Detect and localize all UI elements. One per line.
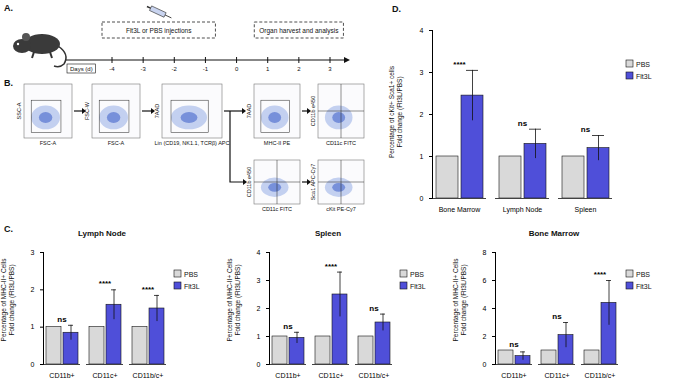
svg-text:cKit PE-Cy7: cKit PE-Cy7 <box>326 206 356 212</box>
svg-text:****: **** <box>142 285 155 294</box>
svg-text:3: 3 <box>328 66 332 72</box>
svg-text:3: 3 <box>31 249 35 256</box>
svg-text:FSC-W: FSC-W <box>84 102 90 120</box>
svg-text:PBS: PBS <box>636 271 650 278</box>
svg-text:CD11c FITC: CD11c FITC <box>326 140 356 146</box>
svg-text:****: **** <box>325 262 338 271</box>
svg-text:Organ harvest and analysis: Organ harvest and analysis <box>259 27 339 35</box>
svg-text:2: 2 <box>31 286 35 293</box>
svg-text:Sca1 APC-Cy7: Sca1 APC-Cy7 <box>310 163 316 201</box>
svg-text:4: 4 <box>257 249 261 256</box>
svg-text:1: 1 <box>257 333 261 340</box>
svg-text:CD11b e450: CD11b e450 <box>246 166 252 198</box>
svg-text:Lymph Node: Lymph Node <box>78 229 127 238</box>
svg-text:CD11c+: CD11c+ <box>319 372 344 379</box>
svg-text:2: 2 <box>297 66 301 72</box>
svg-text:ns: ns <box>552 312 562 321</box>
svg-text:FSC-A: FSC-A <box>40 140 57 146</box>
svg-text:B.: B. <box>4 78 13 88</box>
svg-text:Flt3L: Flt3L <box>184 283 200 290</box>
svg-text:ns: ns <box>509 340 519 349</box>
svg-text:Spleen: Spleen <box>315 229 341 238</box>
svg-text:0: 0 <box>420 195 424 202</box>
svg-text:Percentage of MHC-II+ Cells: Percentage of MHC-II+ Cells <box>452 258 460 342</box>
svg-text:CD11b+: CD11b+ <box>49 372 74 379</box>
svg-text:7AAD: 7AAD <box>154 103 160 119</box>
svg-text:CD11b+: CD11b+ <box>501 372 526 379</box>
svg-text:CD11b+: CD11b+ <box>275 372 300 379</box>
svg-text:****: **** <box>594 270 607 279</box>
svg-text:Lin (CD19, NK1.1, TCRβ) APC: Lin (CD19, NK1.1, TCRβ) APC <box>155 140 230 146</box>
svg-text:Flt3L: Flt3L <box>410 283 426 290</box>
svg-text:CD11b e450: CD11b e450 <box>310 95 316 127</box>
svg-text:Lymph Node: Lymph Node <box>503 206 543 214</box>
svg-text:Spleen: Spleen <box>575 206 597 214</box>
svg-text:0: 0 <box>235 66 239 72</box>
svg-text:CD11b/c+: CD11b/c+ <box>585 372 616 379</box>
svg-text:ns: ns <box>57 315 67 324</box>
svg-text:SSC-A: SSC-A <box>16 102 22 119</box>
svg-text:PBS: PBS <box>410 271 424 278</box>
svg-text:-3: -3 <box>140 66 146 72</box>
svg-text:MHC-II PE: MHC-II PE <box>264 140 291 146</box>
svg-text:D.: D. <box>392 4 401 14</box>
svg-text:0: 0 <box>257 361 261 368</box>
svg-text:ns: ns <box>581 125 591 134</box>
svg-text:Percentage of MHC-II+ Cells: Percentage of MHC-II+ Cells <box>0 258 8 342</box>
svg-text:PBS: PBS <box>636 61 650 68</box>
svg-text:PBS: PBS <box>184 271 198 278</box>
svg-text:Fold change (Flt3L/PBS): Fold change (Flt3L/PBS) <box>460 264 468 335</box>
svg-text:8: 8 <box>483 249 487 256</box>
svg-text:1: 1 <box>420 153 424 160</box>
svg-text:****: **** <box>453 60 466 69</box>
svg-text:FSC-A: FSC-A <box>108 140 125 146</box>
svg-text:Fold change (Flt3L/PBS): Fold change (Flt3L/PBS) <box>396 76 404 147</box>
svg-text:Fold change (Flt3L/PBS): Fold change (Flt3L/PBS) <box>234 264 242 335</box>
svg-text:Flt3L or PBS injections: Flt3L or PBS injections <box>126 27 192 35</box>
svg-text:CD11c+: CD11c+ <box>545 372 570 379</box>
svg-text:C.: C. <box>4 224 13 234</box>
svg-text:-2: -2 <box>172 66 178 72</box>
svg-text:1: 1 <box>31 323 35 330</box>
svg-text:6: 6 <box>483 277 487 284</box>
svg-text:0: 0 <box>483 361 487 368</box>
svg-text:ns: ns <box>369 304 379 313</box>
svg-text:-1: -1 <box>203 66 209 72</box>
svg-text:Flt3L: Flt3L <box>636 283 652 290</box>
svg-text:1: 1 <box>266 66 270 72</box>
svg-text:Flt3L: Flt3L <box>636 73 652 80</box>
svg-text:7AAD: 7AAD <box>246 104 252 118</box>
svg-text:4: 4 <box>420 27 424 34</box>
svg-text:Bone Marrow: Bone Marrow <box>529 229 580 238</box>
svg-text:ns: ns <box>283 322 293 331</box>
svg-text:Fold change (Flt3L/PBS): Fold change (Flt3L/PBS) <box>8 264 16 335</box>
svg-text:3: 3 <box>420 69 424 76</box>
svg-text:3: 3 <box>257 277 261 284</box>
svg-text:2: 2 <box>483 333 487 340</box>
svg-text:Days (d): Days (d) <box>70 66 93 72</box>
svg-text:****: **** <box>99 279 112 288</box>
svg-text:CD11c+: CD11c+ <box>93 372 118 379</box>
svg-text:-4: -4 <box>109 66 115 72</box>
svg-text:A.: A. <box>4 3 13 13</box>
svg-text:0: 0 <box>31 361 35 368</box>
svg-text:Bone Marrow: Bone Marrow <box>439 206 482 213</box>
svg-text:CD11b/c+: CD11b/c+ <box>359 372 390 379</box>
svg-text:CD11b/c+: CD11b/c+ <box>133 372 164 379</box>
svg-text:4: 4 <box>483 305 487 312</box>
svg-text:CD11c FITC: CD11c FITC <box>262 206 292 212</box>
svg-text:2: 2 <box>420 111 424 118</box>
svg-text:Percentage of cKit+ Sca1+ cell: Percentage of cKit+ Sca1+ cells <box>388 65 396 158</box>
svg-text:Percentage of MHC-II+ Cells: Percentage of MHC-II+ Cells <box>226 258 234 342</box>
svg-text:ns: ns <box>518 119 528 128</box>
svg-text:2: 2 <box>257 305 261 312</box>
